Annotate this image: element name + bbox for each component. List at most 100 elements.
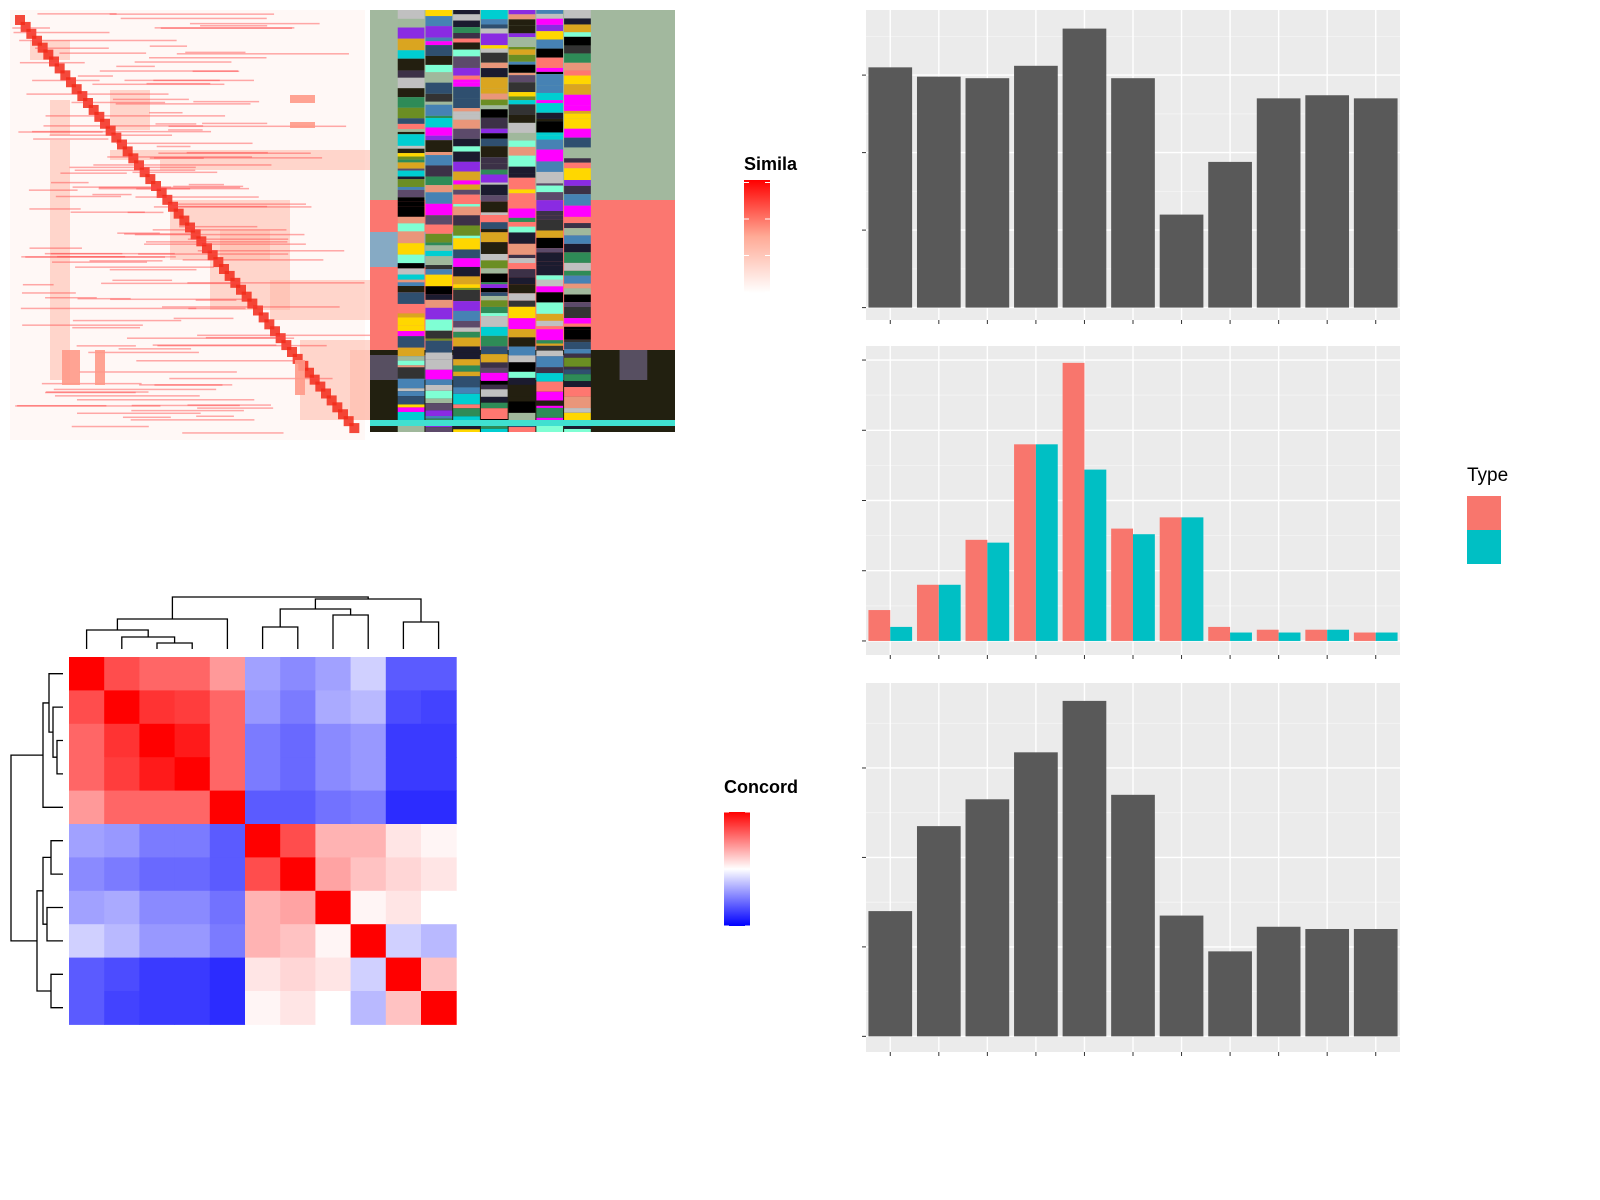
membership-cell	[536, 215, 564, 220]
similarity-stripe	[28, 189, 78, 191]
membership-cell	[453, 429, 480, 432]
membership-cell	[480, 384, 508, 390]
membership-cell	[425, 176, 453, 186]
membership-cell	[564, 75, 591, 85]
membership-cell	[453, 337, 480, 347]
membership-cell	[397, 131, 425, 135]
similarity-accent	[62, 350, 80, 385]
similarity-stripe	[168, 129, 203, 131]
membership-cell	[397, 10, 425, 19]
membership-cell	[453, 161, 480, 172]
membership-cell	[425, 286, 453, 295]
dendrogram-link	[10, 754, 43, 942]
similarity-stripe	[117, 232, 160, 234]
similarity-stripe	[89, 260, 163, 262]
membership-cell	[453, 416, 480, 424]
membership-cell	[425, 72, 453, 83]
similarity-stripe	[98, 186, 241, 189]
membership-cell	[508, 61, 536, 65]
membership-cell	[536, 237, 564, 249]
membership-cell	[508, 173, 536, 178]
similarity-stripe	[35, 47, 109, 49]
membership-cell	[508, 263, 536, 270]
membership-cell	[564, 168, 591, 181]
membership-cell	[453, 79, 480, 83]
similarity-stripe	[50, 181, 89, 184]
type-legend-key	[1467, 496, 1501, 530]
similarity-stripe	[182, 432, 284, 434]
membership-cell	[453, 49, 480, 57]
membership-cell	[425, 152, 453, 156]
membership-cell	[425, 398, 453, 404]
similarity-stripe	[29, 208, 81, 210]
similarity-diagonal-cell	[264, 319, 275, 330]
membership-cell	[480, 428, 508, 432]
concordance-cell	[139, 824, 176, 858]
membership-cell	[508, 72, 536, 76]
membership-cell	[536, 302, 564, 314]
similarity-block	[110, 90, 150, 130]
concordance-cell	[245, 991, 281, 1025]
concordance-cell	[209, 924, 246, 959]
concordance-cell	[350, 957, 387, 992]
membership-cell	[480, 408, 508, 420]
membership-cell	[453, 114, 480, 120]
concordance-cell	[350, 824, 387, 858]
similarity-blocks	[15, 15, 370, 434]
similarity-stripe	[136, 188, 191, 190]
similarity-stripe	[98, 187, 250, 190]
bar	[1208, 161, 1252, 308]
membership-cell	[564, 294, 591, 303]
bar	[1305, 95, 1350, 308]
concordance-cell	[421, 890, 457, 925]
concordance-cell	[280, 924, 316, 959]
similarity-diagonal-cell	[100, 118, 110, 129]
similarity-diagonal-cell	[54, 63, 65, 74]
membership-cell	[619, 350, 648, 380]
similarity-stripe	[22, 283, 54, 286]
membership-cell	[425, 135, 453, 141]
concordance-cell	[421, 924, 457, 959]
similarity-stripe	[168, 125, 347, 128]
membership-cell	[564, 45, 591, 54]
similarity-diagonal-cell	[111, 132, 122, 143]
membership-cell	[397, 423, 425, 432]
similarity-stripe	[188, 307, 246, 310]
concordance-cell	[104, 991, 140, 1025]
membership-cell	[453, 151, 480, 162]
membership-cell	[508, 10, 536, 15]
concordance-cell	[209, 690, 246, 725]
bar-all-sizes	[916, 584, 939, 641]
membership-cell	[453, 86, 480, 99]
membership-cell	[397, 50, 425, 59]
membership-cell	[508, 140, 536, 147]
membership-cell	[508, 284, 536, 294]
similarity-stripe	[149, 111, 183, 114]
bar	[1208, 951, 1252, 1037]
similarity-stripe	[49, 134, 173, 136]
similarity-stripe	[175, 205, 268, 208]
similarity-stripe	[20, 307, 197, 310]
membership-cell	[508, 254, 536, 259]
similarity-diagonal-cell	[49, 56, 59, 67]
membership-cell	[536, 367, 564, 374]
bar-size-ge-5	[1230, 632, 1252, 641]
membership-cell	[480, 19, 508, 25]
membership-cell	[453, 128, 480, 139]
membership-cell	[425, 140, 453, 153]
concordance-cell	[245, 924, 281, 959]
concordance-cell	[139, 790, 176, 825]
concordance-cell	[139, 890, 176, 925]
similarity-stripe	[131, 409, 244, 412]
membership-cell	[480, 229, 508, 233]
membership-cell	[397, 279, 425, 283]
dendrogram-link	[56, 739, 63, 775]
similarity-diagonal-cell	[37, 42, 48, 53]
similarity-diagonal-cell	[224, 270, 235, 281]
membership-cell	[480, 93, 508, 100]
similarity-diagonal-cell	[83, 98, 93, 108]
similarity-stripe	[149, 157, 204, 159]
concordance-cell	[69, 824, 105, 858]
membership-cell	[480, 201, 508, 213]
concordance-cell	[209, 991, 246, 1025]
